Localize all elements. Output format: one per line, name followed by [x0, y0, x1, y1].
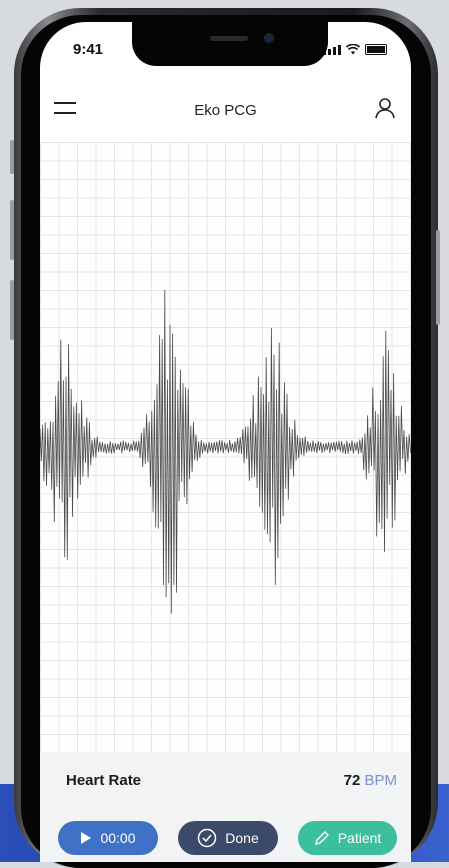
page-title: Eko PCG — [194, 102, 257, 119]
waveform — [40, 289, 411, 614]
user-icon[interactable] — [373, 96, 397, 120]
speaker — [210, 36, 248, 41]
waveform-trace — [40, 289, 411, 614]
status-time: 9:41 — [73, 41, 104, 58]
power-button — [436, 230, 440, 325]
play-timer: 00:00 — [100, 830, 136, 846]
phone-screen: 9:41 Eko PCG Heart Rate 72 BPM — [40, 22, 411, 862]
app-header: Eko PCG — [40, 80, 411, 142]
notch — [132, 22, 328, 66]
heart-rate-label: Heart Rate — [66, 772, 142, 789]
wifi-icon — [346, 44, 360, 55]
check-circle-icon — [198, 828, 217, 848]
volume-down-button — [10, 280, 14, 340]
heart-rate-number: 72 — [343, 772, 361, 789]
footer-panel: Heart Rate 72 BPM 00:00 Done Patient — [40, 752, 411, 862]
volume-up-button — [10, 200, 14, 260]
pcg-waveform-chart — [40, 142, 411, 752]
heart-rate-unit: BPM — [364, 772, 397, 789]
patient-button[interactable]: Patient — [298, 821, 397, 855]
mute-switch — [10, 140, 14, 174]
battery-icon — [365, 44, 387, 55]
status-icons — [323, 44, 387, 55]
pencil-icon — [314, 831, 329, 845]
camera — [264, 33, 274, 43]
done-button[interactable]: Done — [178, 821, 278, 855]
patient-label: Patient — [337, 830, 382, 846]
heart-rate-value: 72 BPM — [344, 772, 397, 789]
menu-button[interactable] — [54, 100, 76, 116]
play-icon — [81, 832, 92, 844]
play-button[interactable]: 00:00 — [58, 821, 158, 855]
done-label: Done — [225, 830, 259, 846]
